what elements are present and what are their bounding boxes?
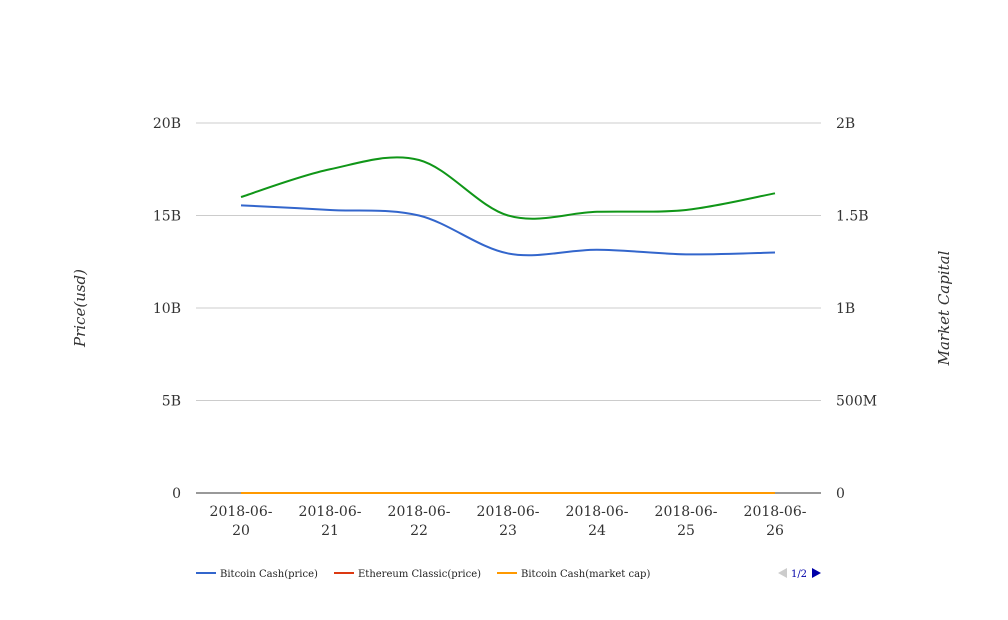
legend-prev-icon[interactable] — [778, 568, 787, 578]
left-tick-label: 20B — [153, 116, 181, 132]
x-tick-label: 2018-06-26 — [744, 504, 807, 539]
left-axis-ticks: 0 5B 10B 15B 20B — [153, 116, 181, 502]
gridlines — [196, 122, 821, 494]
left-axis-title: Price(usd) — [71, 269, 89, 348]
legend-next-icon[interactable] — [812, 568, 821, 578]
x-tick-label: 2018-06-20 — [210, 504, 273, 539]
left-tick-label: 0 — [172, 486, 181, 502]
right-axis-ticks: 0 500M 1B 1.5B 2B — [836, 116, 877, 502]
legend-pager: 1/2 — [778, 568, 821, 580]
x-axis-ticks: 2018-06-20 2018-06-21 2018-06-22 2018-06-23… — [210, 504, 807, 539]
legend-page-indicator: 1/2 — [791, 569, 807, 580]
series-lines — [240, 156, 776, 495]
x-tick-label: 2018-06-21 — [299, 504, 362, 539]
x-tick-label: 2018-06-23 — [477, 504, 540, 539]
right-tick-label: 1.5B — [836, 209, 869, 225]
legend: Bitcoin Cash(price) Ethereum Classic(pric… — [196, 569, 650, 580]
legend-entry[interactable]: Bitcoin Cash(market cap) — [521, 569, 650, 580]
x-tick-label: 2018-06-24 — [566, 504, 629, 539]
left-tick-label: 5B — [162, 394, 181, 410]
right-tick-label: 1B — [836, 301, 855, 317]
legend-entry[interactable]: Bitcoin Cash(price) — [220, 569, 318, 580]
x-tick-label: 2018-06-25 — [655, 504, 718, 539]
right-tick-label: 500M — [836, 394, 877, 410]
series-line-0 — [240, 204, 776, 257]
x-tick-label: 2018-06-22 — [388, 504, 451, 539]
right-tick-label: 0 — [836, 486, 845, 502]
right-axis-title: Market Capital — [935, 250, 953, 366]
legend-entry[interactable]: Ethereum Classic(price) — [358, 569, 481, 580]
left-tick-label: 15B — [153, 209, 181, 225]
left-tick-label: 10B — [153, 301, 181, 317]
series-line-3 — [240, 156, 776, 220]
right-tick-label: 2B — [836, 116, 855, 132]
